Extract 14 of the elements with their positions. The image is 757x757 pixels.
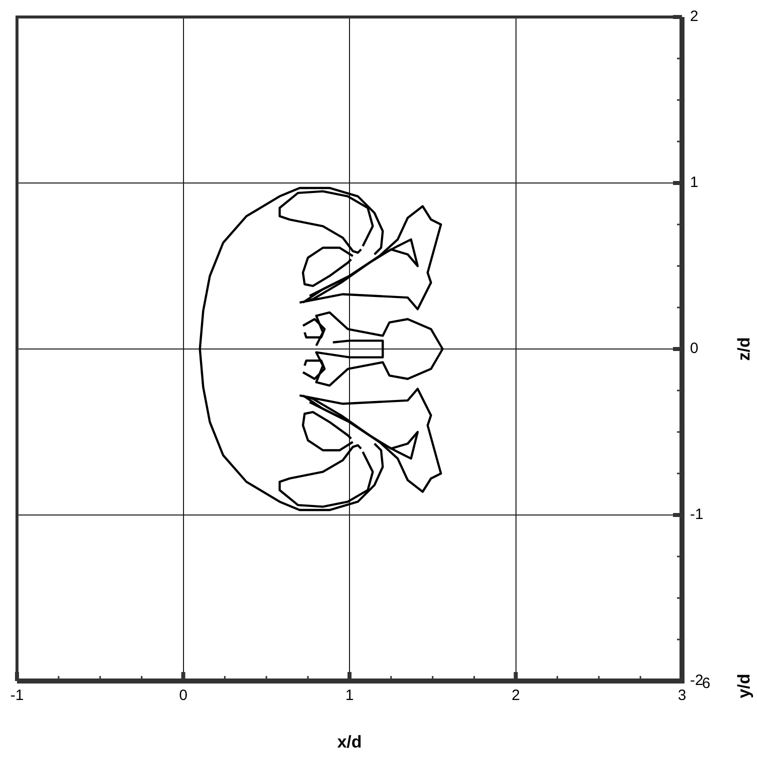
x-tick-label: 2 [512,687,520,704]
y-tick-label: 0 [690,340,698,358]
y-tick-label: 1 [690,174,698,192]
y-axis-title: z/d [734,337,754,361]
x-tick-label: 1 [345,687,354,704]
y-tick-label: 2 [690,8,698,26]
y-tick-label: -1 [690,506,704,524]
x-axis-title: x/d [337,732,362,752]
text: 6 [702,675,710,692]
text: y/d [734,674,754,698]
x-tick-label: 3 [678,687,686,704]
x-tick-label: -1 [10,687,24,704]
x-tick-label: 0 [179,687,188,704]
y-tick-label: -2 [690,672,704,690]
